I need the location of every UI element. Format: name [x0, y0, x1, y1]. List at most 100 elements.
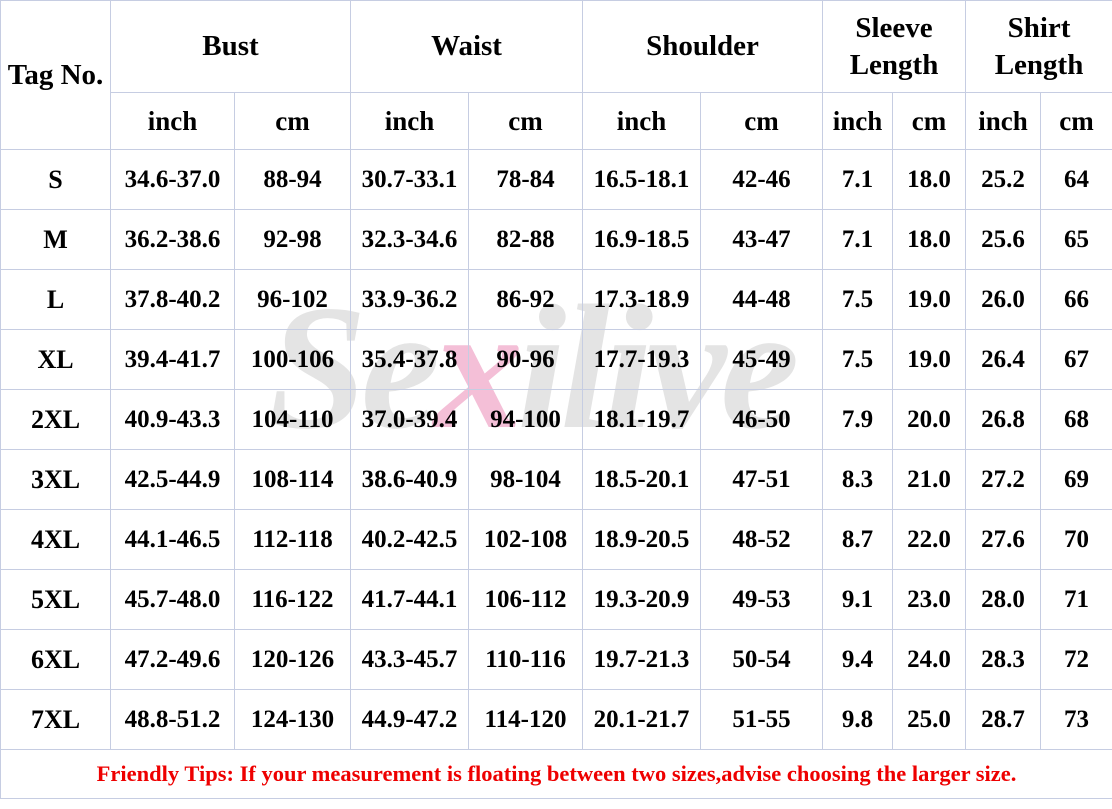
row-value-cell: 116-122 [233, 569, 352, 630]
row-value-cell: 8.7 [822, 509, 894, 570]
row-value-cell: 25.6 [965, 209, 1042, 270]
row-value-cell: 41.7-44.1 [350, 569, 470, 630]
row-value-cell: 8.3 [822, 449, 894, 510]
table-row: S 34.6-37.0 88-94 30.7-33.1 78-84 16.5-18.1 42… [0, 149, 1112, 210]
row-value-cell: 19.3-20.9 [582, 569, 702, 630]
row-value-cell: 37.8-40.2 [110, 269, 235, 330]
row-value-cell: 46-50 [700, 389, 824, 450]
table-row: 4XL 44.1-46.5 112-118 40.2-42.5 102-108 18.9-… [0, 509, 1112, 570]
row-value-cell: 110-116 [468, 629, 584, 690]
row-value-cell: 32.3-34.6 [350, 209, 470, 270]
table-row: M 36.2-38.6 92-98 32.3-34.6 82-88 16.9-18.5 43… [0, 209, 1112, 270]
row-value-cell: 28.0 [965, 569, 1042, 630]
row-value-cell: 49-53 [700, 569, 824, 630]
unit-bust-cm: cm [233, 92, 352, 150]
row-value-cell: 86-92 [468, 269, 584, 330]
row-value-cell: 114-120 [468, 689, 584, 750]
row-value-cell: 7.5 [822, 329, 894, 390]
row-value-cell: 68 [1040, 389, 1112, 450]
row-value-cell: 78-84 [468, 149, 584, 210]
row-value-cell: 120-126 [233, 629, 352, 690]
table-row: 6XL 47.2-49.6 120-126 43.3-45.7 110-116 19.7-… [0, 629, 1112, 690]
row-value-cell: 16.5-18.1 [582, 149, 702, 210]
header-waist: Waist [350, 0, 584, 93]
row-value-cell: 48-52 [700, 509, 824, 570]
row-tag-cell: 5XL [0, 569, 111, 630]
table-row: XL 39.4-41.7 100-106 35.4-37.8 90-96 17.7-19.… [0, 329, 1112, 390]
row-value-cell: 7.1 [822, 149, 894, 210]
unit-sleeve-inch: inch [822, 92, 894, 150]
row-value-cell: 9.4 [822, 629, 894, 690]
unit-shoulder-inch: inch [582, 92, 702, 150]
friendly-tips-row: Friendly Tips: If your measurement is fl… [0, 749, 1112, 799]
row-value-cell: 36.2-38.6 [110, 209, 235, 270]
row-value-cell: 16.9-18.5 [582, 209, 702, 270]
row-tag-cell: L [0, 269, 111, 330]
row-value-cell: 44.1-46.5 [110, 509, 235, 570]
row-value-cell: 27.2 [965, 449, 1042, 510]
row-value-cell: 90-96 [468, 329, 584, 390]
row-value-cell: 70 [1040, 509, 1112, 570]
table-row: 7XL 48.8-51.2 124-130 44.9-47.2 114-120 20.1-… [0, 689, 1112, 750]
row-value-cell: 106-112 [468, 569, 584, 630]
row-value-cell: 82-88 [468, 209, 584, 270]
row-value-cell: 22.0 [892, 509, 967, 570]
row-value-cell: 45.7-48.0 [110, 569, 235, 630]
table-row: 5XL 45.7-48.0 116-122 41.7-44.1 106-112 19.3-… [0, 569, 1112, 630]
row-value-cell: 28.3 [965, 629, 1042, 690]
header-shoulder: Shoulder [582, 0, 824, 93]
row-value-cell: 17.7-19.3 [582, 329, 702, 390]
row-value-cell: 37.0-39.4 [350, 389, 470, 450]
row-value-cell: 102-108 [468, 509, 584, 570]
row-value-cell: 48.8-51.2 [110, 689, 235, 750]
row-value-cell: 44.9-47.2 [350, 689, 470, 750]
header-unit-row: inch cm inch cm inch cm inch cm inch cm [1, 92, 1112, 150]
row-value-cell: 47.2-49.6 [110, 629, 235, 690]
row-value-cell: 7.9 [822, 389, 894, 450]
row-value-cell: 94-100 [468, 389, 584, 450]
row-value-cell: 39.4-41.7 [110, 329, 235, 390]
row-value-cell: 72 [1040, 629, 1112, 690]
row-value-cell: 25.2 [965, 149, 1042, 210]
row-value-cell: 104-110 [233, 389, 352, 450]
row-value-cell: 24.0 [892, 629, 967, 690]
row-value-cell: 19.0 [892, 269, 967, 330]
row-tag-cell: 6XL [0, 629, 111, 690]
row-value-cell: 30.7-33.1 [350, 149, 470, 210]
row-value-cell: 26.4 [965, 329, 1042, 390]
row-value-cell: 66 [1040, 269, 1112, 330]
row-value-cell: 69 [1040, 449, 1112, 510]
row-value-cell: 112-118 [233, 509, 352, 570]
unit-shoulder-cm: cm [700, 92, 824, 150]
header-group-row: Tag No. Bust Waist Shoulder Sleeve Lengt… [0, 0, 1112, 150]
row-tag-cell: XL [0, 329, 111, 390]
row-value-cell: 108-114 [233, 449, 352, 510]
row-tag-cell: S [0, 149, 111, 210]
row-value-cell: 38.6-40.9 [350, 449, 470, 510]
row-value-cell: 96-102 [233, 269, 352, 330]
row-value-cell: 51-55 [700, 689, 824, 750]
row-value-cell: 71 [1040, 569, 1112, 630]
row-value-cell: 92-98 [233, 209, 352, 270]
row-value-cell: 34.6-37.0 [110, 149, 235, 210]
row-value-cell: 42-46 [700, 149, 824, 210]
row-value-cell: 124-130 [233, 689, 352, 750]
row-value-cell: 18.9-20.5 [582, 509, 702, 570]
row-value-cell: 42.5-44.9 [110, 449, 235, 510]
row-value-cell: 50-54 [700, 629, 824, 690]
row-value-cell: 47-51 [700, 449, 824, 510]
unit-waist-cm: cm [468, 92, 584, 150]
row-value-cell: 21.0 [892, 449, 967, 510]
row-value-cell: 88-94 [233, 149, 352, 210]
row-value-cell: 26.0 [965, 269, 1042, 330]
unit-waist-inch: inch [350, 92, 470, 150]
row-value-cell: 9.1 [822, 569, 894, 630]
row-value-cell: 98-104 [468, 449, 584, 510]
row-value-cell: 43-47 [700, 209, 824, 270]
row-value-cell: 18.0 [892, 209, 967, 270]
row-value-cell: 33.9-36.2 [350, 269, 470, 330]
row-value-cell: 25.0 [892, 689, 967, 750]
row-value-cell: 100-106 [233, 329, 352, 390]
